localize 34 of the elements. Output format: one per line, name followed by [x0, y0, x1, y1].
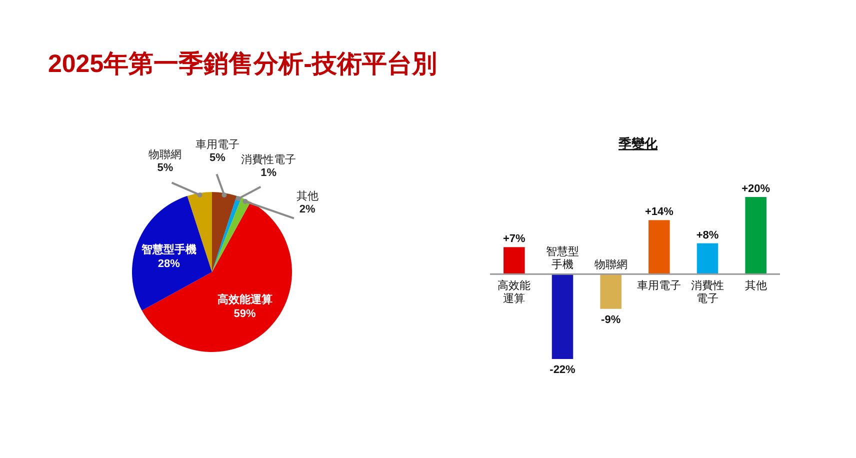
data-label: +20% — [742, 183, 770, 195]
pie-slice — [212, 198, 251, 272]
data-label: -9% — [601, 314, 621, 326]
data-label: +8% — [696, 229, 719, 242]
data-label: 2% — [299, 203, 316, 216]
data-label: 5% — [157, 162, 174, 174]
data-label: 1% — [260, 167, 277, 180]
slice-label: 其他 — [296, 189, 318, 202]
data-label: 5% — [210, 152, 226, 164]
bar — [696, 243, 718, 274]
slice-label: 物聯網 — [148, 149, 182, 162]
pie-slice — [132, 196, 212, 311]
pie-slice — [142, 202, 292, 352]
bar — [600, 274, 622, 309]
slice-label: 消費性電子 — [241, 153, 296, 166]
data-label: +14% — [644, 206, 674, 218]
bar — [648, 220, 670, 274]
chart-title: 季變化 — [618, 136, 658, 151]
x-tick-label: 高效能運算 — [498, 279, 531, 306]
slice-label: 智慧型手機 — [140, 242, 196, 256]
bar — [504, 247, 525, 274]
data-label: 59% — [234, 308, 256, 320]
x-tick-label: 其他 — [744, 279, 767, 292]
pie-slice — [212, 196, 242, 272]
slice-label: 車用電子 — [195, 138, 240, 152]
chart-title: 2025年第一季銷售分析-技術平台別 — [48, 50, 437, 78]
data-label: 28% — [158, 258, 180, 270]
bar — [552, 274, 574, 359]
x-tick-label: 車用電子 — [637, 279, 682, 292]
x-tick-label: 消費性電子 — [691, 279, 724, 306]
data-label: +7% — [503, 233, 526, 246]
data-label: -22% — [550, 364, 576, 376]
bar — [745, 197, 766, 274]
pie-slice — [212, 192, 237, 272]
